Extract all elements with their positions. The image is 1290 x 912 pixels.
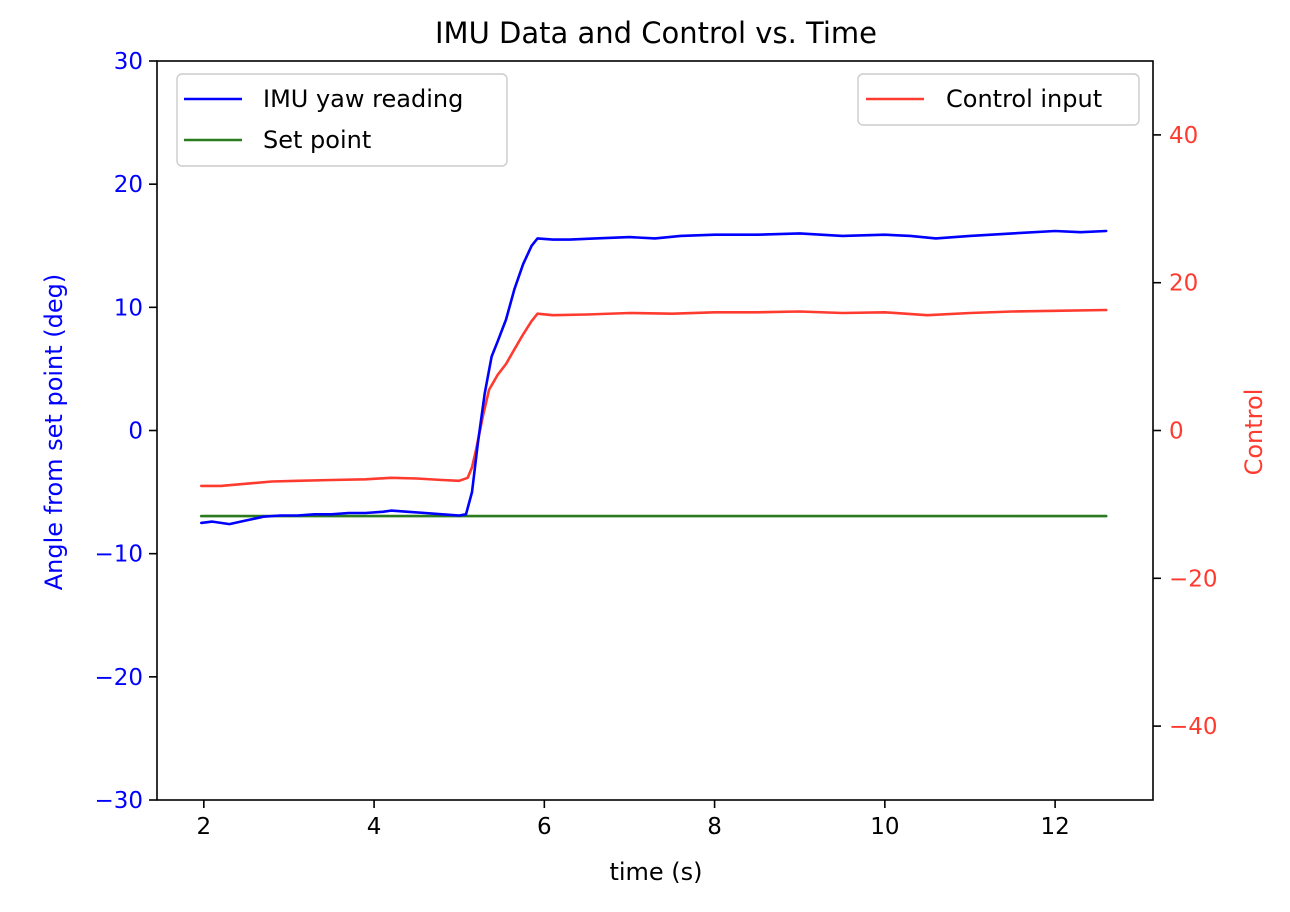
series-line-control-input (200, 308, 1108, 488)
x-tick-label: 4 (367, 814, 382, 840)
legend-label-control-input: Control input (946, 85, 1102, 113)
legend-label-imu-yaw: IMU yaw reading (263, 85, 463, 113)
legend-left-frame (176, 73, 508, 167)
series-layer (200, 229, 1108, 526)
x-tick-label: 6 (537, 814, 552, 840)
chart-title: IMU Data and Control vs. Time (435, 16, 877, 50)
x-tick-label: 12 (1040, 814, 1069, 840)
x-tick-label: 10 (870, 814, 899, 840)
x-axis-ticks: 2 4 6 8 10 12 (197, 800, 1070, 840)
left-y-tick-label: −20 (94, 665, 143, 691)
x-tick-label: 2 (197, 814, 212, 840)
right-y-tick-label: 20 (1169, 271, 1198, 297)
left-y-tick-label: −10 (94, 542, 143, 568)
right-y-tick-label: 0 (1169, 419, 1184, 445)
x-tick-label: 8 (707, 814, 722, 840)
left-y-tick-label: 0 (128, 419, 143, 445)
legend-left: IMU yaw reading Set point (176, 73, 508, 167)
left-axis-label: Angle from set point (deg) (40, 274, 68, 591)
right-y-tick-label: −20 (1169, 566, 1218, 592)
left-y-tick-label: 20 (114, 172, 143, 198)
right-y-tick-label: −40 (1169, 714, 1218, 740)
right-y-tick-label: 40 (1169, 123, 1198, 149)
legend-right-frame (857, 73, 1140, 126)
series-line-imu-yaw-reading (200, 229, 1108, 526)
right-axis-ticks: −40 −20 0 20 40 (1153, 123, 1218, 740)
left-y-tick-label: 30 (114, 49, 143, 75)
x-axis-label: time (s) (609, 858, 702, 886)
plot-frame (156, 60, 1154, 801)
left-y-tick-label: −30 (94, 788, 143, 814)
left-y-tick-label: 10 (114, 295, 143, 321)
legend-label-set-point: Set point (263, 126, 371, 154)
right-axis-label: Control (1240, 389, 1268, 476)
legend-right: Control input (857, 73, 1140, 126)
left-axis-ticks: −30 −20 −10 0 10 20 30 (94, 49, 157, 814)
